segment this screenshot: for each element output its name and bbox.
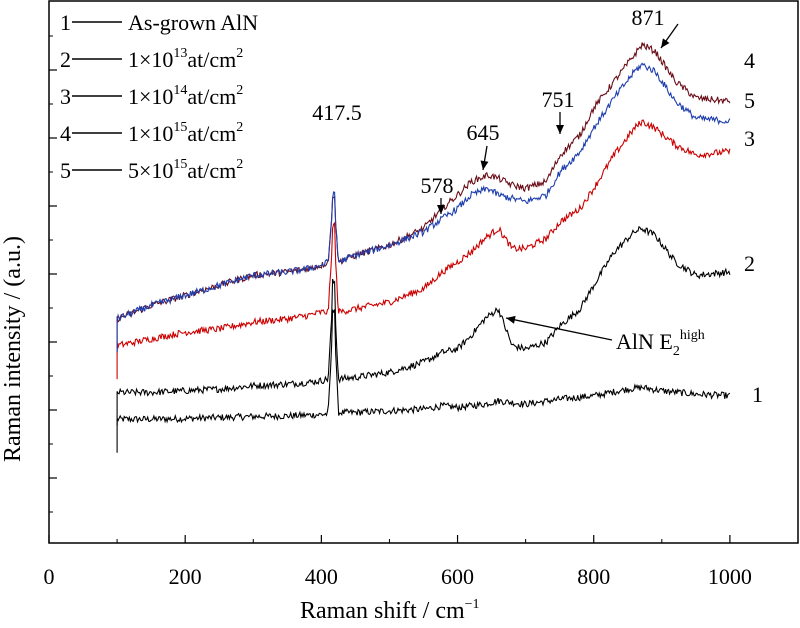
legend-label: As-grown AlN [128, 10, 258, 35]
aln-e2high-label: AlN E2high [616, 328, 705, 359]
x-tick-label: 0 [44, 564, 55, 589]
legend-label: 1×1013at/cm2 [128, 46, 243, 72]
x-axis-ticks: 0 200 400 600 800 1000 [44, 535, 752, 589]
x-tick-label: 600 [441, 564, 474, 589]
series-line-2 [116, 225, 731, 426]
y-axis-title: Raman intensity / (a.u.) [0, 236, 26, 462]
plot-frame [48, 0, 799, 544]
callout-arrow-line [505, 317, 613, 341]
peak-label-417-5: 417.5 [312, 100, 362, 125]
legend-number: 1 [60, 10, 71, 35]
series-line-5 [116, 62, 731, 353]
peak-arrow-645-head [480, 160, 489, 170]
series-line-1 [116, 308, 731, 453]
x-tick-label: 400 [305, 564, 338, 589]
legend-number: 5 [60, 158, 71, 183]
peak-arrow-871-head [661, 38, 670, 48]
curve-labels: 4 5 3 2 1 [744, 48, 763, 407]
legend-entry-2: 2 1×1013at/cm2 [60, 46, 243, 72]
annotations: 417.5 578 645 751 871 AlN E2high [312, 5, 704, 359]
series-layer [116, 42, 731, 453]
legend-number: 3 [60, 84, 71, 109]
x-tick-label: 1000 [708, 564, 752, 589]
legend-entry-4: 4 1×1015at/cm2 [60, 120, 243, 146]
x-tick-label: 200 [169, 564, 202, 589]
curve-label-1: 1 [752, 382, 763, 407]
peak-arrow-578-head [437, 205, 445, 214]
series-line-4 [116, 42, 731, 353]
peak-label-578: 578 [421, 173, 454, 198]
legend-entry-1: 1 As-grown AlN [60, 10, 258, 35]
peak-label-871: 871 [632, 5, 665, 30]
legend-number: 4 [60, 121, 71, 146]
legend-label: 1×1014at/cm2 [128, 83, 243, 109]
curve-label-5: 5 [744, 88, 755, 113]
legend-number: 2 [60, 47, 71, 72]
curve-label-2: 2 [744, 251, 755, 276]
curve-label-3: 3 [744, 126, 755, 151]
callout-arrow-head [506, 315, 516, 324]
x-tick-label: 800 [577, 564, 610, 589]
peak-label-751: 751 [542, 87, 575, 112]
legend-entry-5: 5 5×1015at/cm2 [60, 157, 243, 183]
legend-entry-3: 3 1×1014at/cm2 [60, 83, 243, 109]
peak-arrow-751-head [556, 125, 564, 134]
curve-label-4: 4 [744, 48, 755, 73]
peak-label-645: 645 [467, 120, 500, 145]
y-axis-ticks [49, 35, 57, 513]
legend-label: 5×1015at/cm2 [128, 157, 243, 183]
x-axis-title: Raman shift / cm−1 [300, 597, 480, 624]
legend-label: 1×1015at/cm2 [128, 120, 243, 146]
legend: 1 As-grown AlN 2 1×1013at/cm2 3 1×1014at/cm2 4… [60, 10, 258, 183]
series-line-3 [116, 119, 731, 380]
